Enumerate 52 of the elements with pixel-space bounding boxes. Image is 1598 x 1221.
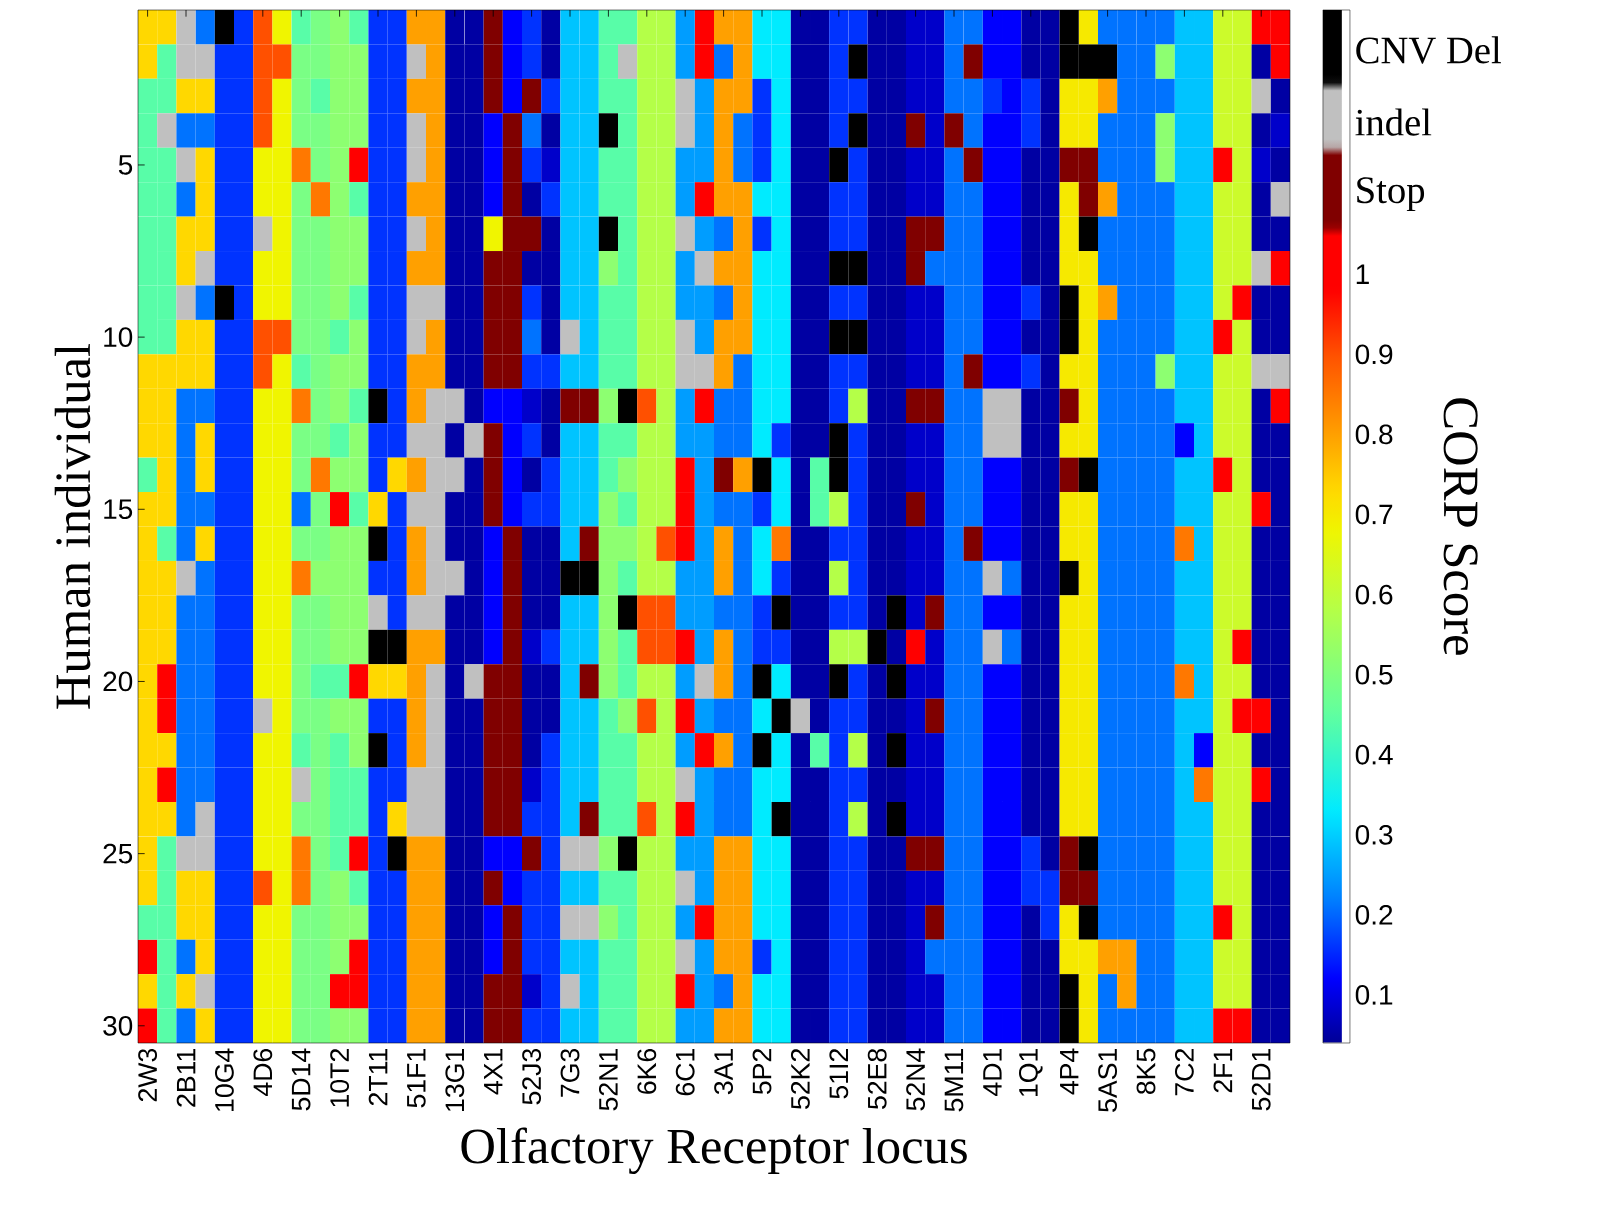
x-tick-label: 52K2	[790, 1049, 810, 1109]
x-tick-label: 4X1	[484, 1049, 503, 1095]
x-tick-label: 7G3	[560, 1048, 580, 1097]
x-tick-label: 6K6	[637, 1048, 657, 1094]
color-bar-label: indel	[1355, 108, 1432, 136]
y-tick-label: 15	[104, 499, 133, 520]
color-bar-label: 0.7	[1355, 504, 1393, 525]
y-axis-title: Human individual	[54, 343, 91, 709]
color-bar-label: 0.1	[1355, 985, 1393, 1005]
x-tick-label: 2W3	[138, 1048, 158, 1102]
x-tick-label: 3A1	[714, 1049, 734, 1095]
color-bar-label: 0.9	[1355, 344, 1393, 365]
color-bar-label: 0.3	[1355, 824, 1393, 845]
color-bar-label: 1	[1356, 264, 1369, 284]
x-tick-label: 4D1	[983, 1049, 1002, 1097]
x-tick-label: 4D6	[253, 1048, 273, 1097]
x-tick-label: 52N1	[598, 1049, 618, 1111]
color-bar-label: 0.6	[1355, 584, 1393, 605]
x-tick-label: 51I2	[829, 1049, 849, 1099]
x-tick-label: 2B11	[176, 1049, 196, 1107]
color-bar-label: 0.8	[1355, 424, 1393, 445]
x-tick-label: 5D14	[291, 1048, 311, 1111]
x-tick-label: 2F1	[1213, 1049, 1233, 1093]
x-tick-label: 1Q1	[1018, 1049, 1043, 1097]
x-tick-label: 51F1	[407, 1049, 426, 1108]
x-tick-label: 52J3	[522, 1048, 542, 1105]
x-tick-label: 52N4	[906, 1048, 926, 1111]
x-tick-label: 7C2	[1174, 1049, 1194, 1096]
x-tick-label: 52D1	[1251, 1049, 1271, 1111]
color-bar-label: Stop	[1357, 177, 1425, 212]
x-tick-label: 2T11	[368, 1049, 388, 1106]
x-tick-label: 52E8	[867, 1048, 887, 1109]
x-tick-label: 5M11	[944, 1049, 964, 1112]
color-bar-label: 0.5	[1355, 664, 1393, 685]
y-tick-label: 25	[103, 843, 133, 864]
color-bar-label: CNV Del	[1356, 36, 1501, 64]
color-bar-label: 0.4	[1355, 744, 1393, 765]
x-axis-title: Olfactory Receptor locus	[461, 1127, 967, 1175]
color-bar-title: CORP Score	[1443, 398, 1478, 655]
x-tick-label: 10T2	[330, 1049, 350, 1107]
x-tick-label: 5P2	[752, 1049, 772, 1095]
x-tick-label: 8K5	[1136, 1048, 1156, 1095]
x-tick-label: 10G4	[214, 1048, 234, 1111]
x-tick-label: 13G1	[445, 1049, 465, 1111]
x-tick-label: 6C1	[675, 1049, 695, 1096]
x-tick-label: 4P4	[1060, 1048, 1079, 1095]
y-tick-label: 20	[103, 671, 133, 692]
y-tick-label: 30	[103, 1015, 133, 1036]
y-tick-label: 5	[118, 155, 133, 175]
x-tick-label: 5AS1	[1098, 1049, 1118, 1112]
color-bar-label: 0.2	[1355, 904, 1393, 925]
y-tick-label: 10	[104, 327, 133, 348]
